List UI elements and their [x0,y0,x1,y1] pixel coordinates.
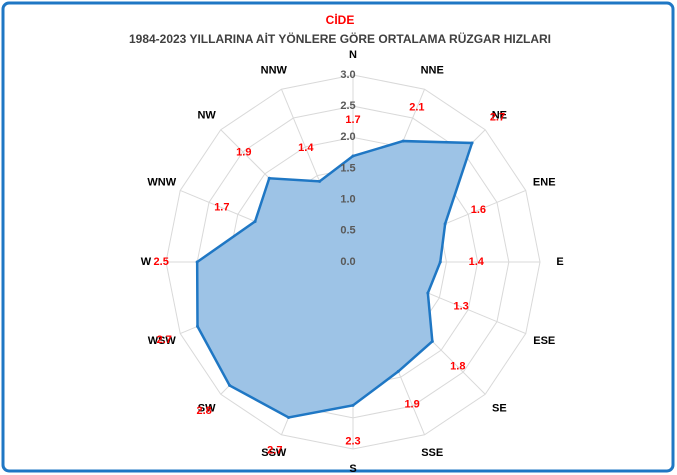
data-label: 1.6 [471,204,486,216]
r-tick-label: 3.0 [340,69,355,81]
data-label: 1.7 [214,202,229,214]
category-label: ENE [533,177,556,189]
r-tick-label: 1.5 [340,162,355,174]
r-tick-label: 0.0 [340,256,355,268]
vertex [228,383,232,387]
vertex [196,324,200,328]
r-tick-label: 0.5 [340,225,355,237]
vertex [443,222,447,226]
data-label: 1.9 [404,399,419,411]
vertex [287,415,291,419]
chart-subtitle: 1984-2023 YILLARINA AİT YÖNLERE GÖRE ORT… [129,31,551,46]
data-label: 2.5 [154,256,169,268]
data-label: 2.8 [196,405,211,417]
category-label: S [349,463,356,475]
vertex [438,260,442,264]
vertex [318,179,322,183]
category-label: NW [197,110,216,122]
data-label: 2.7 [157,334,172,346]
category-label: E [556,256,563,268]
data-label: 1.8 [450,361,465,373]
vertex [351,154,355,158]
vertex [401,139,405,143]
data-label: 1.9 [236,147,251,159]
vertex [267,176,271,180]
category-label: SSW [261,447,287,459]
r-tick-label: 2.5 [340,100,355,112]
category-label: WNW [147,177,176,189]
category-label: NNW [261,65,288,77]
data-label: 2.1 [409,102,424,114]
vertex [396,369,400,373]
vertex [253,219,257,223]
category-label: NNE [421,65,444,77]
data-label: 1.7 [345,114,360,126]
category-label: ESE [533,335,555,347]
vertex [470,141,474,145]
data-label: 1.4 [469,256,485,268]
r-tick-label: 1.0 [340,194,355,206]
category-label: SSE [421,447,443,459]
data-label: 1.3 [453,301,468,313]
vertex [426,291,430,295]
vertex [195,260,199,264]
chart-title: CİDE [326,12,355,27]
vertex [430,339,434,343]
category-label: N [349,49,357,61]
category-label: SE [492,402,507,414]
data-label: 2.7 [267,445,282,457]
category-label: W [141,256,152,268]
data-label: 2.7 [490,111,505,123]
data-label: 1.4 [298,142,314,154]
r-tick-label: 2.0 [340,131,355,143]
category-label: NE [492,110,507,122]
data-label: 2.3 [345,435,360,447]
vertex [351,403,355,407]
category-label: WSW [148,335,177,347]
category-label: SW [198,402,216,414]
